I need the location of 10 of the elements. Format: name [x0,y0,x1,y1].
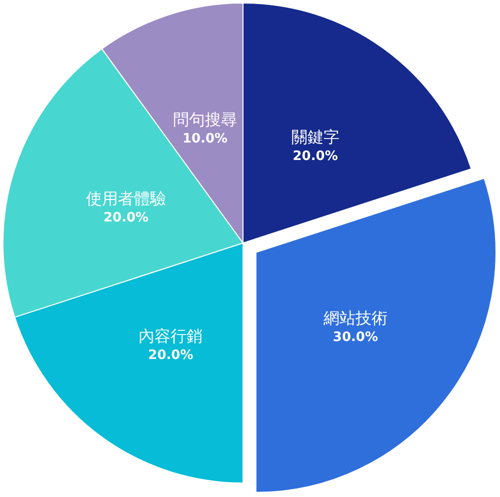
slice-label: 問句搜尋 [172,110,237,130]
data-label: 10.0% [182,132,228,147]
data-label: 20.0% [148,348,194,364]
data-label: 20.0% [292,148,338,164]
slice-label: 內容行銷 [138,326,203,346]
slice-label: 網站技術 [322,308,388,328]
data-label: 20.0% [103,210,149,226]
slice-label: 關鍵字 [291,127,340,146]
slice-label: 使用者體驗 [86,188,166,208]
data-label: 30.0% [332,330,378,346]
